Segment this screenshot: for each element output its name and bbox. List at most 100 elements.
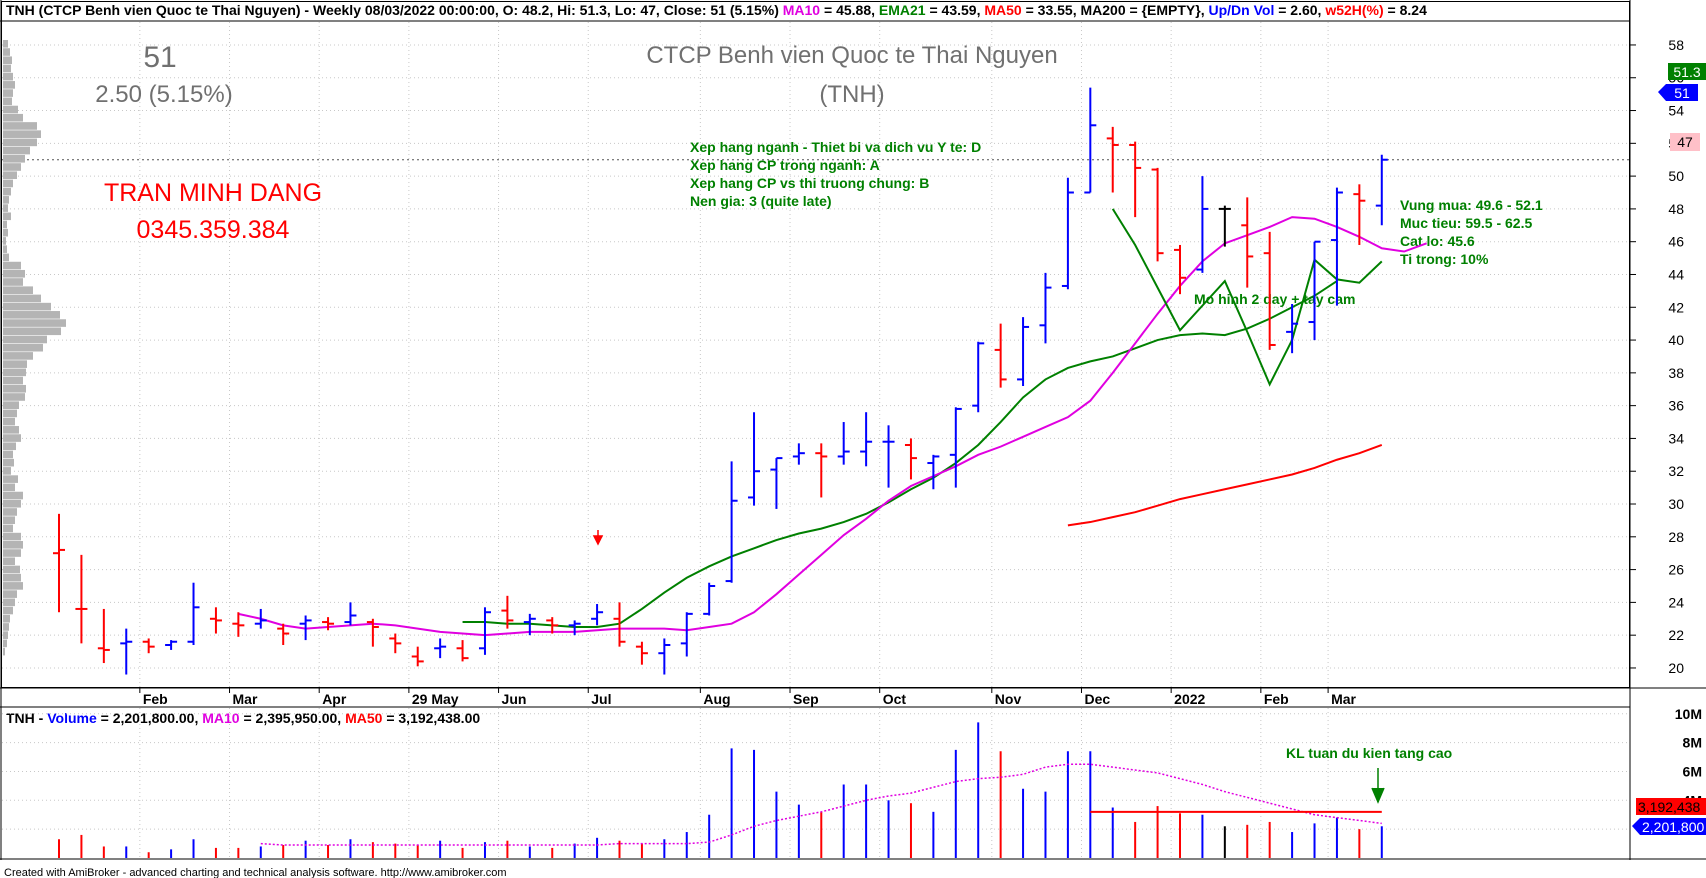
y-tick-label: 54 bbox=[1668, 103, 1684, 119]
volume-profile-bar bbox=[3, 614, 10, 623]
volume-profile-bar bbox=[3, 565, 20, 574]
price-bar bbox=[411, 646, 424, 667]
volume-profile-bar bbox=[3, 163, 21, 171]
y-tick-label: 20 bbox=[1668, 660, 1684, 676]
price-bar bbox=[1084, 87, 1097, 194]
volume-header-segment: MA50 bbox=[345, 710, 383, 726]
volume-profile-bar bbox=[3, 401, 19, 409]
price-bar bbox=[120, 628, 133, 675]
volume-profile-bar bbox=[3, 40, 8, 48]
author-name: TRAN MINH DANG bbox=[104, 179, 322, 207]
header-segment: Up/Dn Vol bbox=[1208, 2, 1274, 18]
chart-header: TNH (CTCP Benh vien Quoc te Thai Nguyen)… bbox=[6, 2, 1427, 18]
price-bar bbox=[1151, 167, 1164, 262]
y-tick-label: 22 bbox=[1668, 627, 1684, 643]
volume-profile bbox=[3, 40, 66, 656]
volume-profile-bar bbox=[3, 269, 25, 278]
volume-header-segment: = 3,192,438.00 bbox=[382, 710, 480, 726]
volume-profile-bar bbox=[3, 458, 14, 467]
volume-profile-bar bbox=[3, 491, 23, 500]
y-tick-label: 50 bbox=[1668, 168, 1684, 184]
volume-header: TNH - Volume = 2,201,800.00, MA10 = 2,39… bbox=[6, 710, 480, 726]
overlay-change: 2.50 (5.15%) bbox=[95, 81, 232, 108]
price-bar bbox=[1061, 177, 1074, 290]
trade-plan: Vung mua: 49.6 - 52.1 Muc tieu: 59.5 - 6… bbox=[1400, 197, 1543, 267]
volume-profile-bar bbox=[3, 450, 13, 459]
volume-header-segment: = 2,395,950.00, bbox=[240, 710, 345, 726]
ma50-path bbox=[1067, 444, 1383, 527]
price-bar bbox=[1286, 303, 1299, 354]
plan-weight: Ti trong: 10% bbox=[1400, 251, 1489, 267]
volume-profile-bar bbox=[3, 319, 66, 327]
y-tick-label: 58 bbox=[1668, 37, 1684, 53]
volume-profile-bar bbox=[3, 171, 17, 180]
price-bar bbox=[882, 425, 895, 488]
volume-profile-bar bbox=[3, 81, 15, 89]
volume-profile-bar bbox=[3, 294, 41, 303]
tag-close-label: 51 bbox=[1674, 85, 1690, 101]
volume-profile-bar bbox=[3, 48, 10, 56]
volume-profile-bar bbox=[3, 343, 43, 352]
y-tick-label: 46 bbox=[1668, 234, 1684, 250]
x-tick-label: Sep bbox=[793, 691, 819, 707]
signal-arrow-icon bbox=[592, 530, 604, 546]
volume-tick-label: 8M bbox=[1683, 735, 1702, 751]
volume-profile-bar bbox=[3, 187, 11, 196]
volume-profile-bar bbox=[3, 179, 13, 188]
ma50-line bbox=[1067, 444, 1383, 527]
tag-volume-ma50: 3,192,438 bbox=[1636, 798, 1706, 815]
pattern-note: Mo hinh 2 day + tay cam bbox=[1194, 291, 1355, 307]
price-bar bbox=[1196, 176, 1209, 273]
y-tick-label: 24 bbox=[1668, 594, 1684, 610]
volume-profile-bar bbox=[3, 72, 13, 81]
x-tick-label: 29 May bbox=[412, 691, 459, 707]
volume-profile-bar bbox=[3, 541, 23, 549]
price-bar bbox=[1241, 197, 1254, 288]
x-tick-label: Mar bbox=[233, 691, 258, 707]
price-bar bbox=[1330, 187, 1343, 306]
volume-profile-bar bbox=[3, 532, 21, 541]
tag-volume-label: 2,201,800 bbox=[1642, 819, 1704, 835]
volume-profile-bar bbox=[3, 278, 23, 286]
volume-profile-bar bbox=[3, 368, 26, 377]
plan-buy-zone: Vung mua: 49.6 - 52.1 bbox=[1400, 197, 1543, 213]
volume-header-segment: TNH - bbox=[6, 710, 47, 726]
volume-profile-bar bbox=[3, 483, 15, 492]
price-bar bbox=[366, 618, 379, 647]
price-bar bbox=[277, 623, 290, 646]
price-bar bbox=[142, 638, 155, 654]
header-segment: MA10 bbox=[783, 2, 821, 18]
volume-note: KL tuan du kien tang cao bbox=[1286, 745, 1452, 761]
volume-profile-bar bbox=[3, 204, 8, 212]
volume-profile-bar bbox=[3, 508, 17, 516]
header-segment: w52H(%) bbox=[1324, 2, 1383, 18]
header-segment: MA50 bbox=[984, 2, 1022, 18]
x-tick-label: Jul bbox=[591, 691, 611, 707]
volume-profile-bar bbox=[3, 286, 33, 295]
volume-profile-bar bbox=[3, 384, 26, 393]
x-tick-label: 2022 bbox=[1174, 691, 1205, 707]
volume-profile-bar bbox=[3, 64, 11, 73]
ma10-path bbox=[238, 216, 1427, 637]
price-bar bbox=[546, 617, 559, 634]
volume-profile-bar bbox=[3, 261, 21, 270]
price-bar bbox=[1174, 244, 1186, 295]
price-bar bbox=[972, 341, 985, 413]
y-tick-label: 42 bbox=[1668, 299, 1684, 315]
price-bar bbox=[792, 443, 805, 465]
ema21-line bbox=[462, 280, 1338, 628]
volume-header-segment: = 2,201,800.00, bbox=[97, 710, 202, 726]
volume-profile-bar bbox=[3, 434, 21, 442]
price-bar bbox=[568, 620, 581, 636]
x-tick-label: Dec bbox=[1084, 691, 1110, 707]
volume-profile-bar bbox=[3, 138, 37, 147]
price-bar bbox=[658, 638, 671, 675]
ma10-line bbox=[238, 216, 1427, 637]
ranking-note-industry: Xep hang nganh - Thiet bi va dich vu Y t… bbox=[690, 139, 981, 155]
volume-tick-label: 10M bbox=[1675, 706, 1702, 722]
x-tick-label: Apr bbox=[322, 691, 347, 707]
volume-ma10-path bbox=[260, 763, 1382, 846]
y-tick-label: 32 bbox=[1668, 463, 1684, 479]
